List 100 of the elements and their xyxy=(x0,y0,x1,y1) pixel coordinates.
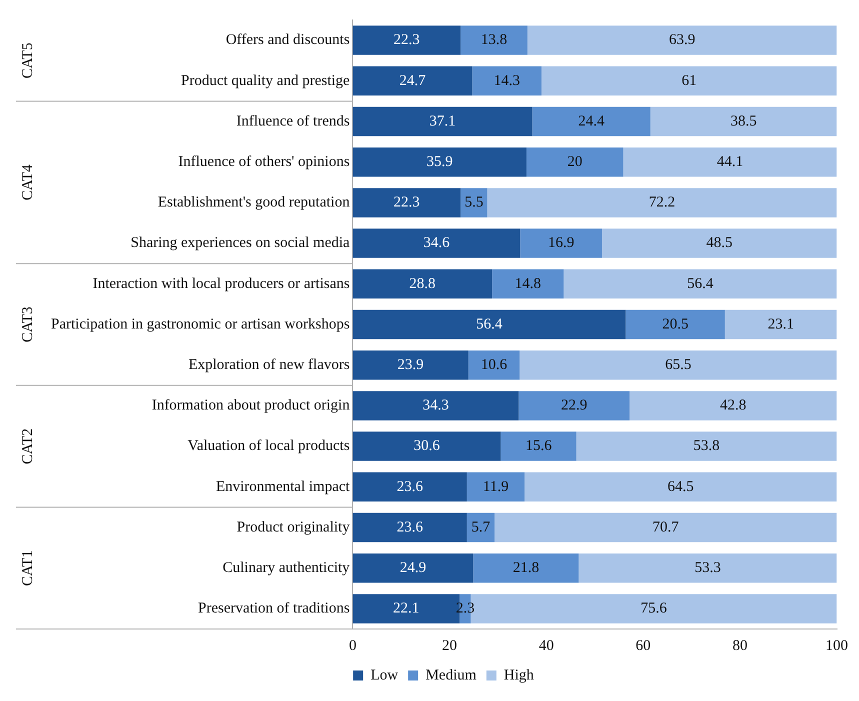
data-label: 64.5 xyxy=(668,478,694,495)
data-label: 23.6 xyxy=(396,519,424,536)
legend-label: Low xyxy=(370,667,398,684)
x-tick-label: 40 xyxy=(538,638,554,654)
bar xyxy=(492,269,564,299)
bar xyxy=(500,432,576,461)
bar xyxy=(724,310,837,340)
bar xyxy=(520,350,837,380)
text: CAT1 xyxy=(20,550,36,586)
x-tick-label: 80 xyxy=(732,638,748,654)
bar xyxy=(466,472,525,502)
data-label: 5.5 xyxy=(464,194,484,211)
legend-label: High xyxy=(504,667,534,684)
bar xyxy=(626,310,725,340)
y-tick-label: Participation in gastronomic or artisan workshops xyxy=(50,316,350,332)
data-label: 72.2 xyxy=(648,194,676,211)
text: CAT5 xyxy=(20,42,36,79)
data-label: 5.7 xyxy=(471,519,491,536)
data-label: 23.1 xyxy=(768,316,794,332)
y-tick-label: Product quality and prestige xyxy=(180,72,350,89)
data-label: 20.5 xyxy=(662,316,688,332)
data-label: 75.6 xyxy=(640,600,668,617)
data-label: 56.4 xyxy=(687,276,714,292)
data-label: 23.9 xyxy=(397,357,424,374)
bar xyxy=(466,512,495,542)
bar xyxy=(527,26,837,55)
data-label: 56.4 xyxy=(476,316,503,332)
data-label: 22.1 xyxy=(393,600,420,617)
data-label: 23.6 xyxy=(396,478,424,495)
text: CAT4 xyxy=(20,164,36,200)
bar xyxy=(352,26,461,55)
y-tick-label: Valuation of local products xyxy=(188,438,350,454)
bar xyxy=(352,472,467,502)
bar xyxy=(602,228,837,258)
bar xyxy=(352,66,472,96)
bar xyxy=(541,66,837,96)
data-label: 11.9 xyxy=(482,478,509,495)
bar xyxy=(623,147,837,177)
y-tick-label: Interaction with local producers or artisans xyxy=(92,276,350,292)
data-label: 14.3 xyxy=(494,72,520,89)
legend-label: Medium xyxy=(426,667,477,684)
data-label: 63.9 xyxy=(668,32,696,48)
data-label: 30.6 xyxy=(414,438,440,454)
y-tick-label: Establishment's good reputation xyxy=(158,194,350,211)
bar xyxy=(352,188,461,218)
y-tick-label: Preservation of traditions xyxy=(198,600,350,617)
data-label: 24.9 xyxy=(400,560,426,576)
y-tick-label: Information about product origin xyxy=(152,398,350,414)
data-label: 34.3 xyxy=(422,398,449,414)
bar xyxy=(526,147,624,177)
y-tick-label: Offers and discounts xyxy=(226,32,350,48)
bar xyxy=(494,512,837,542)
data-label: 53.8 xyxy=(693,438,720,454)
data-label: 24.7 xyxy=(399,72,426,89)
bar xyxy=(518,391,630,420)
data-label: 37.1 xyxy=(429,113,456,130)
y-tick-label: Product originality xyxy=(236,519,350,536)
data-label: 42.8 xyxy=(720,398,746,414)
data-label: 10.6 xyxy=(480,357,508,374)
data-label: 28.8 xyxy=(409,276,436,292)
bar xyxy=(578,553,837,583)
bar xyxy=(352,147,526,177)
bar xyxy=(532,106,650,136)
y-tick-label: Environmental impact xyxy=(216,478,351,495)
data-label: 15.6 xyxy=(525,438,552,454)
bar xyxy=(352,269,492,299)
data-label: 14.8 xyxy=(514,276,542,292)
data-label: 38.5 xyxy=(730,113,757,130)
text: CAT2 xyxy=(20,428,36,464)
y-tick-label: Culinary authenticity xyxy=(222,560,350,576)
data-label: 65.5 xyxy=(665,357,692,374)
data-label: 22.3 xyxy=(394,32,420,48)
data-label: 13.8 xyxy=(480,32,508,48)
bar xyxy=(650,106,837,136)
bar xyxy=(352,553,474,583)
text: CAT3 xyxy=(20,306,36,342)
bar xyxy=(352,350,468,380)
data-label: 24.4 xyxy=(578,113,605,130)
bar xyxy=(468,350,520,380)
data-label: 22.9 xyxy=(561,398,588,414)
y-tick-label: Sharing experiences on social media xyxy=(130,235,350,252)
y-tick-label: Influence of trends xyxy=(236,113,350,130)
bar xyxy=(524,472,837,502)
data-label: 61 xyxy=(682,72,697,89)
y-tick-label: Exploration of new flavors xyxy=(188,357,350,374)
x-tick-label: 100 xyxy=(826,638,848,654)
data-label: 21.8 xyxy=(512,560,540,576)
data-label: 44.1 xyxy=(716,154,744,170)
x-tick-label: 20 xyxy=(442,638,458,654)
x-tick-label: 0 xyxy=(348,638,356,654)
bar xyxy=(460,26,528,55)
data-label: 70.7 xyxy=(652,519,680,536)
x-tick-label: 60 xyxy=(636,638,651,654)
data-label: 35.9 xyxy=(426,154,453,170)
data-label: 48.5 xyxy=(706,235,732,252)
bar xyxy=(352,228,520,258)
bar xyxy=(564,269,837,299)
y-tick-label: Influence of others' opinions xyxy=(178,154,350,170)
data-label: 20 xyxy=(567,154,582,170)
data-label: 2.3 xyxy=(456,600,475,617)
